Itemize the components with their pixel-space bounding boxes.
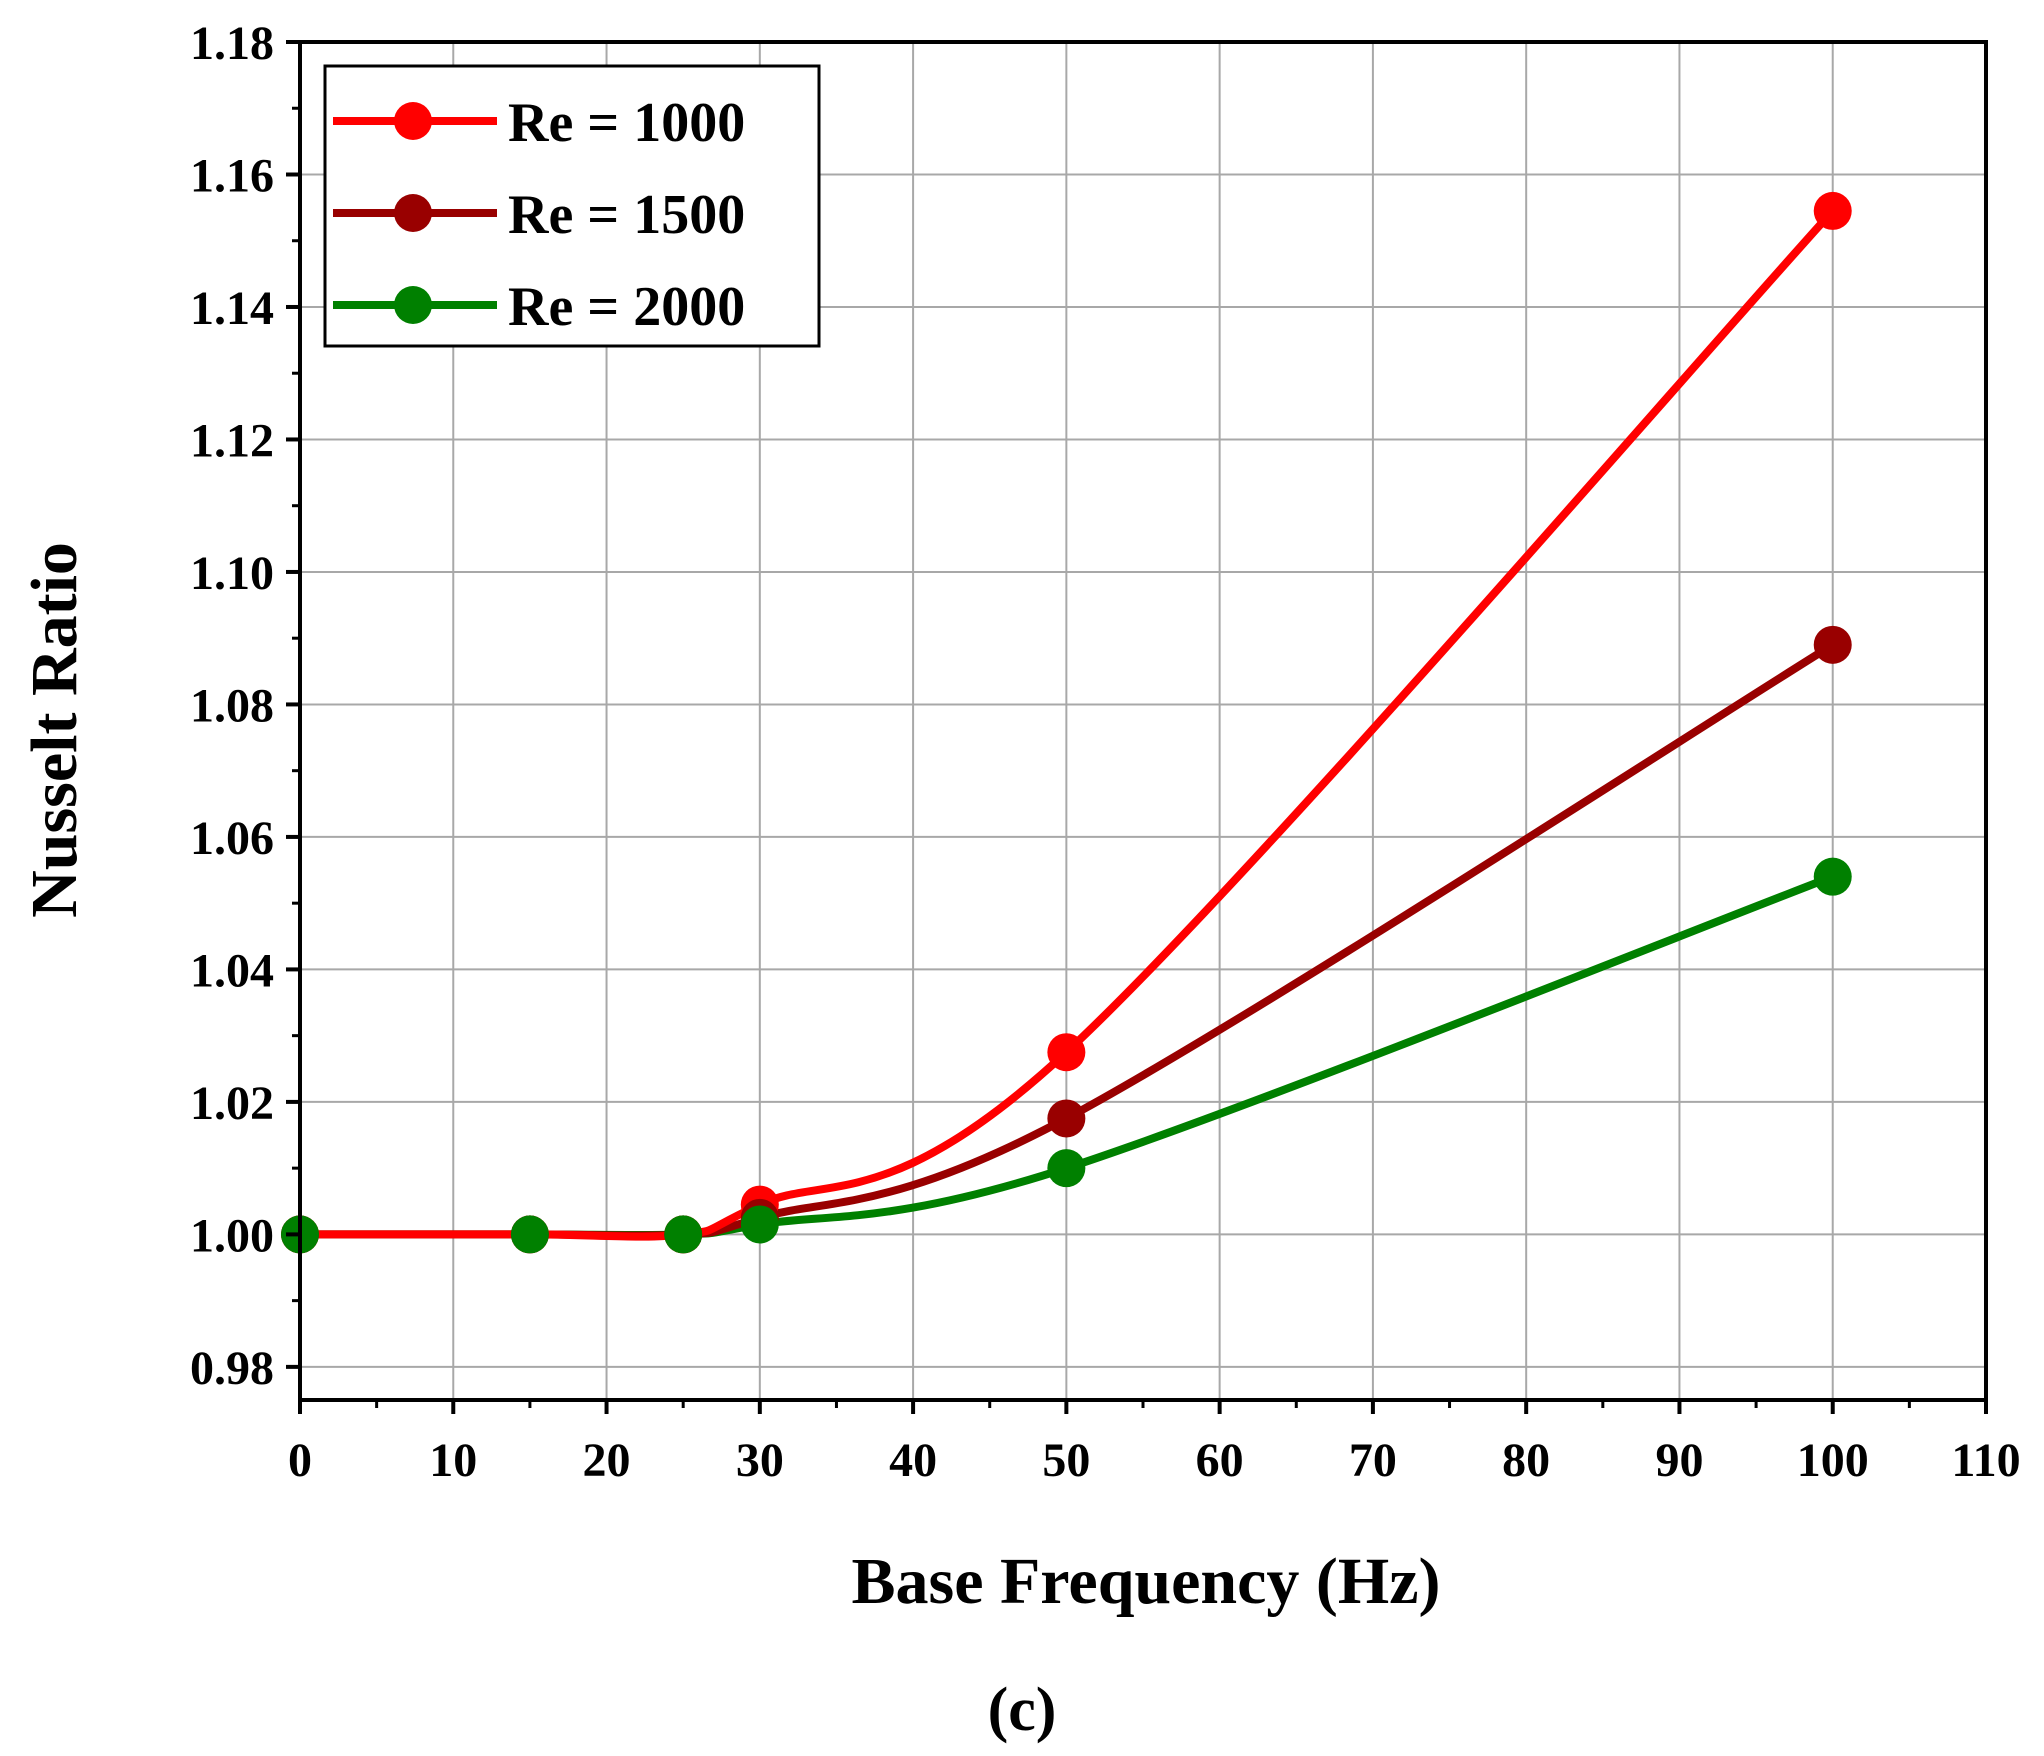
figure-caption: (c) — [988, 1676, 1057, 1744]
x-tick-label: 80 — [1502, 1434, 1550, 1487]
x-tick-label: 60 — [1196, 1434, 1244, 1487]
x-tick-label: 50 — [1042, 1434, 1090, 1487]
legend-label: Re = 2000 — [508, 276, 745, 338]
y-tick-label: 1.16 — [190, 149, 274, 202]
y-tick-label: 1.18 — [190, 17, 274, 70]
data-point — [664, 1215, 703, 1254]
x-axis-title: Base Frequency (Hz) — [851, 1545, 1440, 1618]
y-tick-label: 1.12 — [190, 414, 274, 467]
x-tick-label: 40 — [889, 1434, 937, 1487]
legend: Re = 1000 Re = 1500 Re = 2000 — [323, 64, 821, 348]
y-tick-label: 1.06 — [190, 812, 274, 865]
legend-marker — [394, 194, 432, 232]
y-tick-label: 1.04 — [190, 944, 274, 997]
x-tick-label: 100 — [1797, 1434, 1869, 1487]
x-tick-label: 110 — [1951, 1434, 2020, 1487]
y-tick-label: 1.00 — [190, 1209, 274, 1262]
y-axis-title: Nusselt Ratio — [18, 542, 91, 918]
tick-labels: 0 10 20 30 40 50 60 70 80 90 100 110 0.98 1.00 1.02 1.0… — [190, 17, 2021, 1487]
x-tick-label: 70 — [1349, 1434, 1397, 1487]
y-tick-label: 1.10 — [190, 547, 274, 600]
legend-marker — [394, 102, 432, 140]
legend-marker — [394, 286, 432, 324]
data-point — [1047, 1099, 1086, 1138]
series-group — [281, 191, 1852, 1254]
legend-label: Re = 1000 — [508, 92, 745, 154]
x-tick-label: 0 — [288, 1434, 312, 1487]
y-tick-label: 1.08 — [190, 679, 274, 732]
plot-frame — [298, 40, 1988, 1402]
legend-label: Re = 1500 — [508, 184, 745, 246]
data-point — [1813, 857, 1852, 896]
data-point — [1813, 625, 1852, 664]
x-tick-label: 90 — [1655, 1434, 1703, 1487]
data-point — [740, 1205, 779, 1244]
y-tick-label: 0.98 — [190, 1342, 274, 1395]
data-point — [1813, 191, 1852, 230]
y-tick-label: 1.14 — [190, 282, 274, 335]
x-tick-label: 10 — [429, 1434, 477, 1487]
y-tick-label: 1.02 — [190, 1077, 274, 1130]
x-tick-label: 20 — [583, 1434, 631, 1487]
x-tick-label: 30 — [736, 1434, 784, 1487]
data-point — [1047, 1149, 1086, 1188]
data-point — [1047, 1033, 1086, 1072]
data-point — [510, 1215, 549, 1254]
